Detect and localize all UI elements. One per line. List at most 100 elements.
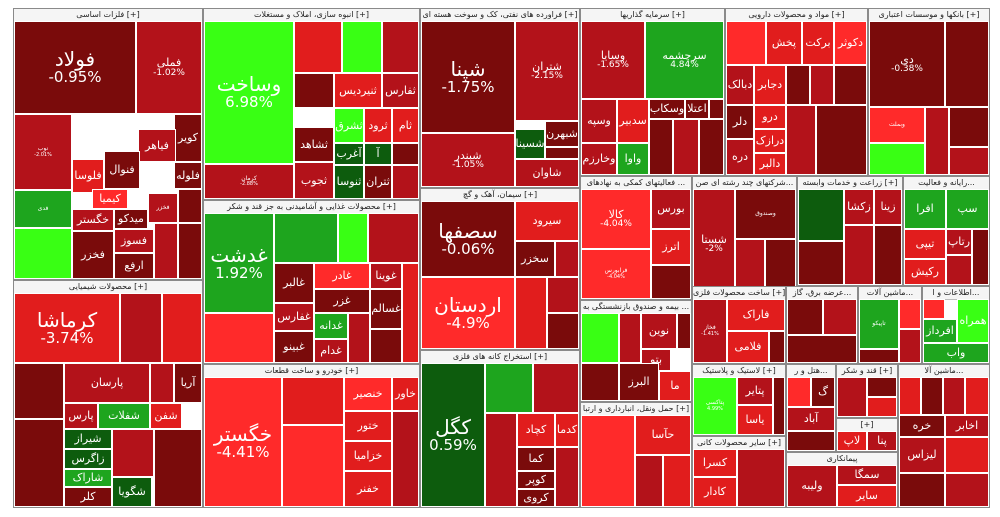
tile-sefaha[interactable]: سصفها -0.06% (421, 201, 515, 277)
tile-kesra[interactable]: کسرا (693, 449, 737, 477)
tile-misc-b[interactable] (921, 377, 943, 415)
tile-hot-a[interactable] (787, 377, 811, 407)
tile-auto-b[interactable] (282, 425, 344, 507)
tile-vsepah[interactable]: وسپه (581, 99, 617, 143)
tile-food-d[interactable] (368, 213, 419, 263)
tile-ins-d[interactable] (677, 313, 691, 349)
tile-vkharazm[interactable]: وخارزم (581, 143, 617, 175)
sector-metals[interactable]: فلزات اساسی [+] فولاد -0.95% فملی -1.02% ن… (13, 8, 203, 280)
tile-vava[interactable]: واوا (617, 143, 649, 175)
tile-small-m2[interactable] (178, 223, 202, 279)
tile-kaveh[interactable]: کویر (174, 114, 202, 162)
sector-misc[interactable]: ماشین آلا... خره اخابر لیزاس (898, 364, 990, 508)
tile-auto-a[interactable] (282, 377, 344, 425)
tile-agri-c[interactable] (844, 225, 874, 285)
tile-inv-b[interactable] (649, 119, 673, 175)
tile-atarz[interactable]: اترز (651, 229, 691, 265)
tile-cons-b[interactable] (342, 21, 382, 73)
tile-inv-c[interactable] (673, 119, 699, 175)
tile-tr-c[interactable] (663, 455, 691, 507)
tile-sarood[interactable]: سیرود (515, 201, 579, 241)
tile-inv-d[interactable] (699, 119, 724, 175)
tile-tabsi[interactable]: تیپی (904, 229, 946, 259)
sector-title-telecom[interactable]: اطلاعات و ا... (923, 287, 989, 300)
tile-folsa[interactable]: فلوسا (72, 159, 104, 193)
tile-farabours[interactable]: فرابورس -4.04% (581, 249, 651, 299)
tile-misc-c[interactable] (943, 377, 965, 415)
tile-shesina[interactable]: شسینا (515, 129, 545, 159)
tile-fanval[interactable]: فنوال (104, 151, 140, 189)
tile-lisa[interactable]: لیزاس (899, 437, 945, 473)
tile-inv-a[interactable] (709, 99, 724, 119)
tile-pharma-c[interactable] (810, 65, 834, 105)
tile-food-e[interactable] (348, 313, 370, 363)
tile-hot-b[interactable] (787, 431, 835, 451)
tile-dabalk[interactable]: دبالک (726, 65, 754, 105)
tile-chem-g[interactable] (154, 429, 202, 507)
tile-mach-c[interactable] (859, 349, 899, 363)
tile-kala[interactable]: کلر (64, 487, 112, 507)
tile-vsakhat[interactable]: وساخت 6.98% (204, 21, 294, 164)
tile-bank-d[interactable] (949, 107, 989, 147)
tile-multi-a[interactable] (651, 265, 691, 299)
tile-min-c[interactable] (485, 413, 517, 507)
tile-tr-a[interactable] (581, 415, 635, 507)
sector-pharma[interactable]: مواد و محصولات دارویی [+] پخش برکت دکوثر… (725, 8, 868, 176)
tile-zina[interactable]: زینا (874, 189, 902, 225)
tile-vlieneh[interactable]: ولیبه (787, 465, 837, 507)
sector-auto[interactable]: خودرو و ساخت قطعات [+] خگستر -4.41% خنصیر… (203, 364, 420, 508)
tile-kachad[interactable]: کچاد (517, 413, 555, 447)
tile-zarin[interactable]: خره (899, 415, 945, 437)
tile-ghalbar[interactable]: غالبر (274, 263, 314, 303)
tile-payatir[interactable]: پتایر (737, 377, 773, 405)
tile-rub-a[interactable] (773, 377, 785, 435)
tile-vsapa[interactable]: وسایا -1.65% (581, 21, 645, 99)
sector-rubber[interactable]: لاستیک و پلاستیک [+] پتاکسی 4.99% پتایر ی… (692, 364, 786, 436)
tile-cem-c[interactable] (547, 277, 579, 313)
tile-cons-f[interactable] (392, 165, 419, 199)
tile-etela[interactable]: اعتلا (685, 99, 709, 119)
tile-sabad[interactable]: آباد (787, 407, 835, 431)
sector-conglom[interactable]: شرکتهای چند رشته ای صن... شستا -2% وصندوق (692, 176, 797, 300)
sector-other-min[interactable]: سایر محصولات کانی [+] کسرا کادار (692, 436, 786, 508)
tile-cem-b[interactable] (515, 277, 547, 349)
tile-vsadra[interactable]: وصندوق (735, 189, 796, 239)
tile-kroui[interactable]: کروی (517, 489, 555, 507)
tile-zkashat[interactable]: زکشا (844, 189, 874, 225)
tile-comp-b[interactable] (946, 255, 972, 285)
tile-shepna[interactable]: شپنا -1.75% (421, 21, 515, 133)
tile-shetran[interactable]: شتران -2.15% (515, 21, 579, 121)
tile-ghafars[interactable]: غفارس (274, 303, 314, 331)
tile-dfara[interactable]: دلر (726, 105, 754, 139)
tile-agri-a[interactable] (798, 189, 844, 241)
sector-sugar[interactable]: قند و شکر [+] (836, 364, 898, 418)
sector-multidisc[interactable]: فعالیتهای کمکی به نهادهای ... کالا -4.04%… (580, 176, 692, 300)
tile-ins-a[interactable] (581, 313, 619, 363)
tile-mahoti[interactable]: ما (659, 371, 691, 401)
tile-vbamalat[interactable]: وبملت (869, 107, 925, 143)
sector-investment[interactable]: سرمایه گذاریها [+] وسایا -1.65% سرچشمه 4.8… (580, 8, 725, 176)
sector-construction[interactable]: انبوه سازی، املاک و مستغلات [+] وساخت 6.9… (203, 8, 420, 200)
tile-tsharg[interactable]: ثشرق (334, 108, 364, 143)
tile-misc-f[interactable] (899, 473, 945, 507)
tile-akhaber[interactable]: اخابر (945, 415, 989, 437)
tile-tasa[interactable]: آ (364, 143, 392, 165)
tile-pet-a[interactable] (545, 147, 579, 159)
tile-tapiko[interactable]: تاپیکو (859, 299, 899, 349)
tile-afra[interactable]: افرا (904, 189, 946, 229)
tile-chem-e[interactable] (14, 419, 64, 507)
sector-machinery[interactable]: ماشین آلات... تاپیکو (858, 286, 922, 364)
tile-food-f[interactable] (370, 329, 402, 363)
tile-daro[interactable]: درو (754, 105, 786, 129)
tile-min-a[interactable] (485, 363, 533, 413)
tile-shiraz[interactable]: شیراز (64, 429, 112, 449)
tile-chem-f[interactable] (112, 429, 154, 477)
tile-kopara[interactable]: کوپر (517, 471, 555, 489)
tile-ghazar[interactable]: غزر (314, 289, 370, 313)
tile-boors[interactable]: بورس (651, 189, 691, 229)
tile-shebahan[interactable]: شبهرن (545, 121, 579, 147)
tile-tam[interactable]: ثام (392, 108, 419, 143)
tile-khansir[interactable]: خنصیر (344, 377, 392, 411)
tile-ghadir[interactable]: غادر (314, 263, 370, 289)
tile-sarcheshmeh[interactable]: سرچشمه 4.84% (645, 21, 724, 99)
